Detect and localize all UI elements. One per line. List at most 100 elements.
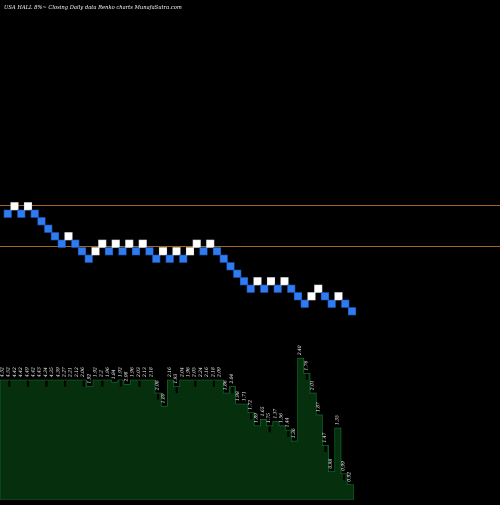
volume-label: 1.89 [255, 413, 260, 423]
volume-fill [0, 357, 354, 501]
volume-step-mark [175, 387, 178, 394]
renko-brick-down [239, 277, 249, 286]
renko-brick-down [50, 232, 60, 241]
volume-label: 1.96 [131, 367, 136, 377]
volume-step-mark [305, 373, 308, 380]
volume-label: 2.03 [137, 367, 142, 378]
renko-brick-down [226, 262, 235, 271]
volume-step-mark [101, 380, 104, 387]
renko-brick-down [145, 247, 154, 256]
renko-brick-up [185, 247, 195, 256]
renko-brick-up [280, 277, 289, 286]
renko-brick-up [23, 202, 33, 211]
volume-step-mark [287, 430, 290, 437]
volume-label: 1.47 [323, 432, 328, 442]
volume-label: 4.52 [7, 367, 12, 378]
volume-step-mark [268, 426, 271, 433]
renko-brick-down [199, 247, 208, 256]
renko-brick-down [300, 299, 309, 308]
volume-label: 1.75 [267, 413, 272, 423]
volume-label: 1.96 [106, 367, 111, 377]
renko-brick-down [77, 247, 87, 256]
volume-label: 2.13 [143, 367, 148, 378]
volume-label: 2.04 [180, 367, 185, 378]
renko-brick-up [266, 277, 276, 286]
volume-label: 4.49 [25, 367, 30, 378]
renko-brick-up [192, 239, 201, 248]
renko-brick-down [17, 209, 26, 218]
renko-brick-up [64, 232, 73, 241]
volume-label: 2.18 [149, 367, 154, 378]
volume-label: 4.39 [56, 367, 61, 378]
renko-brick-down [30, 209, 39, 218]
volume-label: 1.44 [286, 417, 291, 427]
renko-brick-down [233, 269, 242, 278]
renko-bricks [3, 202, 357, 316]
renko-brick-down [320, 292, 330, 301]
renko-brick-up [314, 284, 323, 293]
volume-label: 1.86 [224, 380, 229, 390]
volume-step-mark [82, 380, 85, 387]
volume-label: 2.08 [156, 380, 161, 391]
volume-label: 4.42 [19, 367, 24, 378]
renko-brick-down [219, 254, 228, 263]
renko-brick-down [131, 247, 141, 256]
renko-brick-up [98, 239, 107, 248]
volume-label: 2.12 [75, 367, 80, 378]
volume-label: 2.18 [211, 367, 216, 378]
renko-brick-down [246, 284, 255, 293]
volume-step-mark [64, 380, 67, 387]
volume-label: 1.71 [242, 391, 247, 401]
renko-brick-down [71, 239, 80, 248]
renko-brick-down [44, 224, 53, 233]
volume-label: 2.16 [205, 367, 210, 378]
renko-brick-down [118, 247, 127, 256]
renko-brick-down [212, 247, 222, 256]
volume-step-mark [26, 380, 29, 387]
volume-label: 2.05 [193, 367, 198, 378]
volume-label: 0.99 [342, 461, 347, 471]
chart-header: USA HALL 8%~ Closing Daily data Renko ch… [4, 5, 182, 11]
volume-label: 1.76 [304, 360, 309, 370]
renko-brick-down [341, 299, 350, 308]
renko-brick-down [347, 307, 357, 316]
volume-label: 1.98 [236, 391, 241, 401]
volume-label: 2.21 [69, 367, 74, 378]
volume-step-mark [138, 380, 141, 387]
volume-label: 2.24 [199, 367, 204, 378]
volume-label: 1.92 [87, 374, 92, 384]
volume-label: 2.2 [100, 370, 105, 378]
renko-brick-up [125, 239, 134, 248]
volume-step-mark [250, 413, 253, 420]
volume-step-mark [194, 380, 197, 387]
volume-step-mark [8, 380, 11, 387]
volume-step-mark [212, 380, 215, 387]
volume-label: 4.42 [32, 367, 37, 378]
volume-label: 4.42 [13, 367, 18, 378]
renko-brick-up [91, 247, 100, 256]
renko-brick-down [293, 292, 303, 301]
volume-label: 1.84 [112, 369, 117, 379]
volume-label: 1.36 [292, 428, 297, 438]
renko-brick-down [152, 254, 161, 263]
volume-label: 1.56 [280, 413, 285, 423]
renko-brick-down [57, 239, 66, 248]
volume-label: 1.89 [162, 393, 167, 403]
volume-step-mark [324, 445, 327, 452]
volume-label: 1.96 [187, 367, 192, 377]
volume-label: 2.09 [218, 367, 223, 378]
renko-brick-down [37, 217, 46, 226]
volume-step-mark [231, 387, 234, 394]
renko-brick-down [260, 284, 269, 293]
renko-brick-down [165, 254, 174, 263]
renko-brick-down [179, 254, 188, 263]
renko-brick-down [84, 254, 93, 263]
volume-area [0, 357, 354, 501]
volume-label: 1.87 [317, 402, 322, 412]
volume-label: 0.92 [348, 472, 353, 482]
volume-label: 4.35 [50, 367, 55, 378]
volume-label: 1.92 [94, 367, 99, 377]
volume-step-mark [119, 380, 122, 387]
